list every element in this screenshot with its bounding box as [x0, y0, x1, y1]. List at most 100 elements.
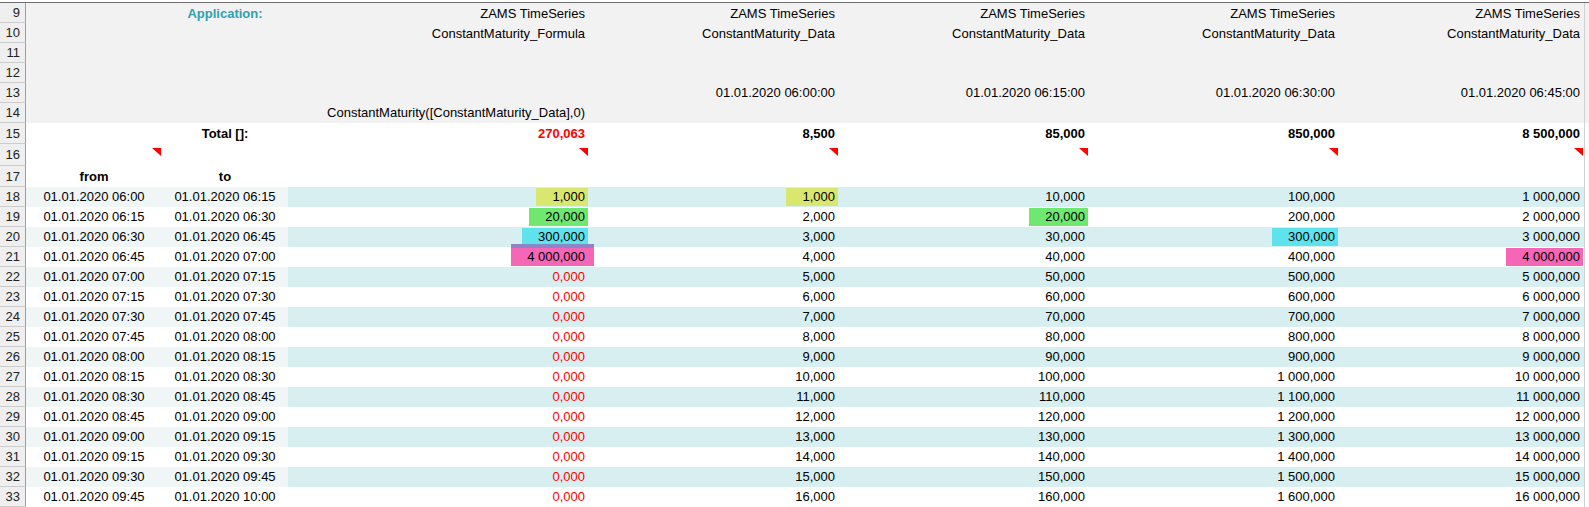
- cell-empty[interactable]: [162, 63, 288, 83]
- cell-empty[interactable]: [1089, 43, 1339, 63]
- cell-data2-value[interactable]: 80,000: [839, 327, 1089, 347]
- totals-label[interactable]: Total []:: [162, 123, 288, 144]
- cell-empty[interactable]: [162, 83, 288, 103]
- cell-data3-value[interactable]: 1 100,000: [1089, 387, 1339, 407]
- cell-data1-value[interactable]: 2,000: [589, 207, 839, 227]
- cell-data3-value[interactable]: 800,000: [1089, 327, 1339, 347]
- cell-formula-value[interactable]: 0,000: [288, 487, 589, 507]
- cell-series5-name[interactable]: ConstantMaturity_Data: [1339, 23, 1585, 43]
- cell-formula[interactable]: ConstantMaturity([ConstantMaturity_Data]…: [288, 103, 589, 123]
- cell-series5-app[interactable]: ZAMS TimeSeries: [1339, 3, 1585, 23]
- row-header-17[interactable]: 17: [0, 166, 26, 187]
- cell-data3-value[interactable]: 600,000: [1089, 287, 1339, 307]
- cell-formula-value[interactable]: 0,000: [288, 267, 589, 287]
- cell-series3-timestamp[interactable]: 01.01.2020 06:15:00: [839, 83, 1089, 103]
- row-header-12[interactable]: 12: [0, 63, 26, 83]
- application-label[interactable]: Application:: [162, 3, 288, 23]
- from-header[interactable]: from: [26, 166, 162, 187]
- cell-from[interactable]: 01.01.2020 07:30: [26, 307, 162, 327]
- cell-empty[interactable]: [162, 103, 288, 123]
- cell-data3-value[interactable]: 1 000,000: [1089, 367, 1339, 387]
- cell-data4-value[interactable]: 12 000,000: [1339, 407, 1585, 427]
- cell-data1-value[interactable]: 11,000: [589, 387, 839, 407]
- cell-to[interactable]: 01.01.2020 10:00: [162, 487, 288, 507]
- cell-data4-value[interactable]: 7 000,000: [1339, 307, 1585, 327]
- cell-formula-value[interactable]: 300,000: [288, 227, 589, 247]
- cell-data4-value[interactable]: 9 000,000: [1339, 347, 1585, 367]
- cell-to[interactable]: 01.01.2020 09:45: [162, 467, 288, 487]
- row-header[interactable]: 33: [0, 487, 26, 507]
- row-header[interactable]: 23: [0, 287, 26, 307]
- cell-from[interactable]: 01.01.2020 07:15: [26, 287, 162, 307]
- cell-from[interactable]: 01.01.2020 08:30: [26, 387, 162, 407]
- cell-formula-value[interactable]: 0,000: [288, 447, 589, 467]
- cell-data2-value[interactable]: 20,000: [839, 207, 1089, 227]
- cell-empty[interactable]: [162, 43, 288, 63]
- cell-formula-value[interactable]: 0,000: [288, 327, 589, 347]
- cell-data1-value[interactable]: 12,000: [589, 407, 839, 427]
- cell-series3-name[interactable]: ConstantMaturity_Data: [839, 23, 1089, 43]
- cell-data2-value[interactable]: 160,000: [839, 487, 1089, 507]
- cell-to[interactable]: 01.01.2020 07:00: [162, 247, 288, 267]
- cell-data1-value[interactable]: 14,000: [589, 447, 839, 467]
- cell-empty[interactable]: [1089, 103, 1339, 123]
- cell-data1-value[interactable]: 8,000: [589, 327, 839, 347]
- cell-total-data2[interactable]: 85,000: [839, 123, 1089, 144]
- cell-data2-value[interactable]: 70,000: [839, 307, 1089, 327]
- cell-empty[interactable]: [26, 83, 162, 103]
- cell-to[interactable]: 01.01.2020 07:30: [162, 287, 288, 307]
- row-header[interactable]: 19: [0, 207, 26, 227]
- cell-data3-value[interactable]: 1 300,000: [1089, 427, 1339, 447]
- cell-empty[interactable]: [1089, 166, 1339, 187]
- cell-data2-value[interactable]: 120,000: [839, 407, 1089, 427]
- cell-data3-value[interactable]: 500,000: [1089, 267, 1339, 287]
- cell-empty[interactable]: [839, 63, 1089, 83]
- cell-series1-name[interactable]: ConstantMaturity_Formula: [288, 23, 589, 43]
- cell-total-data1[interactable]: 8,500: [589, 123, 839, 144]
- cell-data4-value[interactable]: 6 000,000: [1339, 287, 1585, 307]
- row-header[interactable]: 31: [0, 447, 26, 467]
- cell-empty[interactable]: [1339, 63, 1585, 83]
- cell-data4-value[interactable]: 13 000,000: [1339, 427, 1585, 447]
- row-header[interactable]: 20: [0, 227, 26, 247]
- cell-from[interactable]: 01.01.2020 06:00: [26, 187, 162, 207]
- row-header-10[interactable]: 10: [0, 23, 26, 43]
- cell-formula-value[interactable]: 0,000: [288, 287, 589, 307]
- cell-from[interactable]: 01.01.2020 08:15: [26, 367, 162, 387]
- cell-series4-timestamp[interactable]: 01.01.2020 06:30:00: [1089, 83, 1339, 103]
- cell-formula-value[interactable]: 1,000: [288, 187, 589, 207]
- row-header-13[interactable]: 13: [0, 83, 26, 103]
- cell-data3-value[interactable]: 100,000: [1089, 187, 1339, 207]
- cell-data1-value[interactable]: 1,000: [589, 187, 839, 207]
- cell-to[interactable]: 01.01.2020 07:45: [162, 307, 288, 327]
- cell-data3-value[interactable]: 300,000: [1089, 227, 1339, 247]
- cell-empty[interactable]: [589, 43, 839, 63]
- cell-empty[interactable]: [162, 23, 288, 43]
- cell-empty[interactable]: [26, 3, 162, 23]
- cell-empty[interactable]: [839, 103, 1089, 123]
- cell-data2-value[interactable]: 130,000: [839, 427, 1089, 447]
- cell-data3-value[interactable]: 1 400,000: [1089, 447, 1339, 467]
- cell-empty[interactable]: [589, 166, 839, 187]
- cell-to[interactable]: 01.01.2020 08:15: [162, 347, 288, 367]
- cell-data1-value[interactable]: 15,000: [589, 467, 839, 487]
- cell-from[interactable]: 01.01.2020 09:00: [26, 427, 162, 447]
- cell-data4-value[interactable]: 2 000,000: [1339, 207, 1585, 227]
- cell-series4-app[interactable]: ZAMS TimeSeries: [1089, 3, 1339, 23]
- cell-data2-value[interactable]: 30,000: [839, 227, 1089, 247]
- cell-empty[interactable]: [26, 123, 162, 144]
- cell-data2-value[interactable]: 90,000: [839, 347, 1089, 367]
- cell-from[interactable]: 01.01.2020 09:15: [26, 447, 162, 467]
- cell-formula-value[interactable]: 0,000: [288, 367, 589, 387]
- cell-to[interactable]: 01.01.2020 08:00: [162, 327, 288, 347]
- cell-to[interactable]: 01.01.2020 09:15: [162, 427, 288, 447]
- cell-formula-value[interactable]: 0,000: [288, 427, 589, 447]
- cell-data2-value[interactable]: 10,000: [839, 187, 1089, 207]
- cell-data3-value[interactable]: 400,000: [1089, 247, 1339, 267]
- cell-total-data4[interactable]: 8 500,000: [1339, 123, 1585, 144]
- cell-empty[interactable]: [1339, 166, 1585, 187]
- cell-data4-value[interactable]: 11 000,000: [1339, 387, 1585, 407]
- cell-formula-value[interactable]: 0,000: [288, 467, 589, 487]
- cell-from[interactable]: 01.01.2020 06:15: [26, 207, 162, 227]
- cell-series2-name[interactable]: ConstantMaturity_Data: [589, 23, 839, 43]
